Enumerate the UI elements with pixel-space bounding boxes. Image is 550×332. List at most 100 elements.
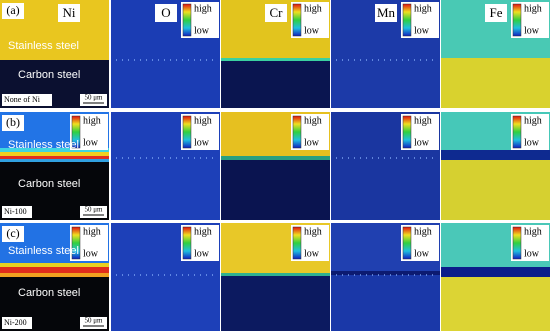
element-box bbox=[485, 4, 507, 22]
colorbar bbox=[512, 226, 522, 260]
map-layer bbox=[0, 156, 109, 159]
map-panel: Fe high low bbox=[441, 0, 550, 108]
scale-label: 50 μm bbox=[85, 206, 104, 214]
map-layer bbox=[331, 271, 440, 275]
map-layer bbox=[441, 160, 550, 220]
colorbar-high: high bbox=[414, 115, 432, 126]
sample-box bbox=[2, 206, 32, 218]
row-label-box bbox=[2, 115, 24, 131]
colorbar-low: low bbox=[83, 248, 99, 259]
colorbar-low: low bbox=[194, 248, 210, 259]
map-panel: high low bbox=[331, 223, 440, 331]
map-panel: high low bbox=[441, 112, 550, 220]
sample-box bbox=[2, 317, 32, 329]
element-label: O bbox=[161, 5, 170, 20]
row-label: (b) bbox=[6, 115, 20, 129]
sample-box bbox=[2, 94, 52, 106]
colorbar-high: high bbox=[83, 115, 101, 126]
colorbar-high: high bbox=[414, 3, 432, 14]
element-label: Cr bbox=[270, 5, 284, 20]
colorbar bbox=[402, 226, 412, 260]
row-label: (a) bbox=[6, 3, 19, 17]
row-label: (c) bbox=[6, 226, 19, 240]
colorbar-low: low bbox=[83, 137, 99, 148]
map-layer bbox=[221, 160, 330, 220]
map-panel: Mn high low bbox=[331, 0, 440, 108]
colorbar-high: high bbox=[304, 115, 322, 126]
map-panel: high low bbox=[441, 223, 550, 331]
colorbar-low: low bbox=[524, 248, 540, 259]
map-layer bbox=[441, 277, 550, 331]
colorbar bbox=[292, 3, 302, 37]
colorbar bbox=[402, 115, 412, 149]
colorbar-high: high bbox=[524, 115, 542, 126]
colorbar-low: low bbox=[524, 137, 540, 148]
map-layer bbox=[0, 152, 109, 156]
colorbar bbox=[71, 226, 81, 260]
colorbar bbox=[71, 115, 81, 149]
colorbar bbox=[292, 226, 302, 260]
map-layer bbox=[0, 159, 109, 162]
scale-label: 50 μm bbox=[85, 317, 104, 325]
row-label-box bbox=[2, 3, 24, 19]
map-layer bbox=[441, 58, 550, 108]
map-panel: Ni (a) Stainless steel Carbon steel None of … bbox=[0, 0, 109, 108]
map-panel: high low bbox=[111, 112, 220, 220]
element-box bbox=[58, 4, 80, 22]
upper-region: Stainless steel bbox=[8, 40, 79, 52]
map-layer bbox=[221, 156, 330, 160]
map-panel: high low (b) Stainless steel Carbon steel Ni-… bbox=[0, 112, 109, 220]
colorbar bbox=[402, 3, 412, 37]
colorbar-high: high bbox=[304, 3, 322, 14]
map-layer bbox=[221, 276, 330, 331]
map-panel: high low bbox=[221, 112, 330, 220]
map-layer bbox=[0, 267, 109, 273]
sample-label: Ni-200 bbox=[4, 318, 27, 327]
colorbar-low: low bbox=[194, 25, 210, 36]
colorbar-low: low bbox=[414, 137, 430, 148]
colorbar bbox=[182, 226, 192, 260]
map-panel: high low bbox=[221, 223, 330, 331]
colorbar-low: low bbox=[414, 25, 430, 36]
colorbar bbox=[182, 115, 192, 149]
element-box bbox=[155, 4, 177, 22]
colorbar-high: high bbox=[194, 226, 212, 237]
element-label: Fe bbox=[490, 5, 503, 20]
sample-label: Ni-100 bbox=[4, 207, 27, 216]
row-label-box bbox=[2, 226, 24, 242]
map-panel: Cr high low bbox=[221, 0, 330, 108]
colorbar-high: high bbox=[524, 3, 542, 14]
element-box bbox=[375, 4, 397, 22]
map-panel: high low bbox=[331, 112, 440, 220]
map-layer bbox=[221, 58, 330, 61]
colorbar bbox=[182, 3, 192, 37]
map-layer bbox=[221, 61, 330, 108]
colorbar-high: high bbox=[524, 226, 542, 237]
colorbar bbox=[512, 115, 522, 149]
colorbar-low: low bbox=[524, 25, 540, 36]
map-layer bbox=[441, 267, 550, 277]
colorbar-high: high bbox=[194, 115, 212, 126]
colorbar-high: high bbox=[194, 3, 212, 14]
colorbar-low: low bbox=[304, 137, 320, 148]
colorbar bbox=[512, 3, 522, 37]
lower-region: Carbon steel bbox=[18, 178, 80, 190]
lower-region: Carbon steel bbox=[18, 287, 80, 299]
scale-label: 50 μm bbox=[85, 94, 104, 102]
upper-region: Stainless steel bbox=[8, 139, 79, 151]
map-layer bbox=[221, 273, 330, 276]
sample-label: None of Ni bbox=[4, 95, 41, 104]
colorbar-high: high bbox=[83, 226, 101, 237]
map-panel: high low bbox=[111, 223, 220, 331]
upper-region: Stainless steel bbox=[8, 245, 79, 257]
colorbar bbox=[292, 115, 302, 149]
colorbar-high: high bbox=[414, 226, 432, 237]
map-layer bbox=[441, 150, 550, 160]
map-layer bbox=[0, 148, 109, 152]
colorbar-low: low bbox=[414, 248, 430, 259]
element-label: Mn bbox=[377, 5, 396, 20]
element-label: Ni bbox=[63, 5, 76, 20]
